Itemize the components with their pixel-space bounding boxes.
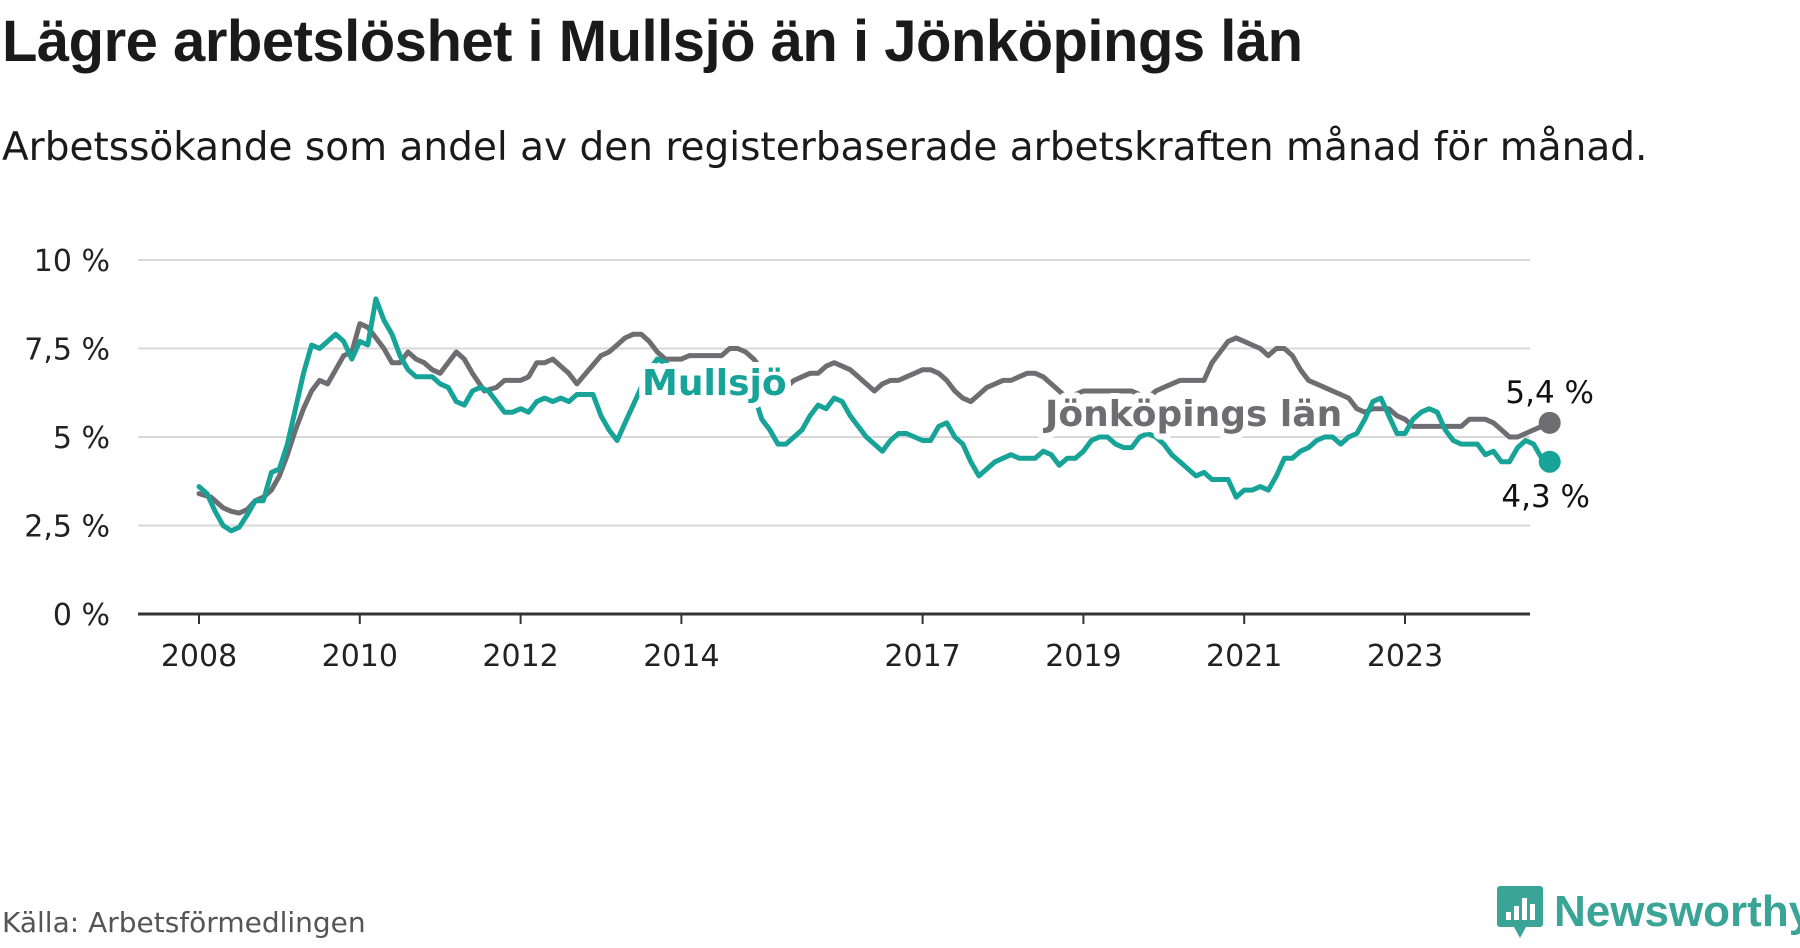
y-tick-label: 7,5 % — [24, 333, 110, 368]
brand-name: Newsworthy — [1554, 887, 1800, 936]
x-tick-label: 2019 — [1045, 639, 1121, 674]
series-line-jonkopings-lan — [196, 321, 1553, 516]
inline-label-lan-halo: Jönköpings län — [1042, 394, 1342, 435]
inline-label-mullsjo: Mullsjö — [642, 363, 787, 404]
chart-title: Lägre arbetslöshet i Mullsjö än i Jönköp… — [2, 9, 1303, 74]
x-tick-label: 2014 — [643, 639, 719, 674]
bar-chart-logo-icon — [1497, 886, 1543, 938]
x-tick-label: 2021 — [1206, 639, 1282, 674]
end-label-mullsjo: 4,3 % — [1501, 479, 1590, 515]
series-line-mullsjo — [196, 296, 1553, 534]
y-tick-label: 5 % — [53, 421, 110, 456]
y-tick-label: 10 % — [34, 244, 110, 279]
inline-label-lan: Jönköpings län — [1042, 394, 1342, 435]
series-lines — [196, 296, 1561, 534]
y-tick-label: 0 % — [53, 598, 110, 633]
series-end-point — [1538, 411, 1561, 434]
source-note: Källa: Arbetsförmedlingen — [2, 906, 366, 939]
y-axis-ticks: 0 % 2,5 % 5 % 7,5 % 10 % — [24, 244, 110, 633]
y-tick-label: 2,5 % — [24, 510, 110, 545]
end-label-lan: 5,4 % — [1505, 375, 1594, 411]
x-tick-label: 2017 — [884, 639, 960, 674]
x-tick-label: 2008 — [161, 639, 237, 674]
x-tick-label: 2012 — [482, 639, 558, 674]
x-tick-label: 2010 — [322, 639, 398, 674]
gridlines — [138, 259, 1530, 616]
x-axis-ticks: 2008 2010 2012 2014 2017 2019 2021 2023 — [161, 614, 1443, 674]
newsworthy-logo[interactable]: Newsworthy — [1496, 884, 1800, 940]
series-end-point — [1538, 450, 1561, 473]
x-tick-label: 2023 — [1367, 639, 1443, 674]
inline-label-mullsjo-halo: Mullsjö — [642, 363, 787, 404]
chart-subtitle: Arbetssökande som andel av den registerb… — [2, 125, 1648, 170]
